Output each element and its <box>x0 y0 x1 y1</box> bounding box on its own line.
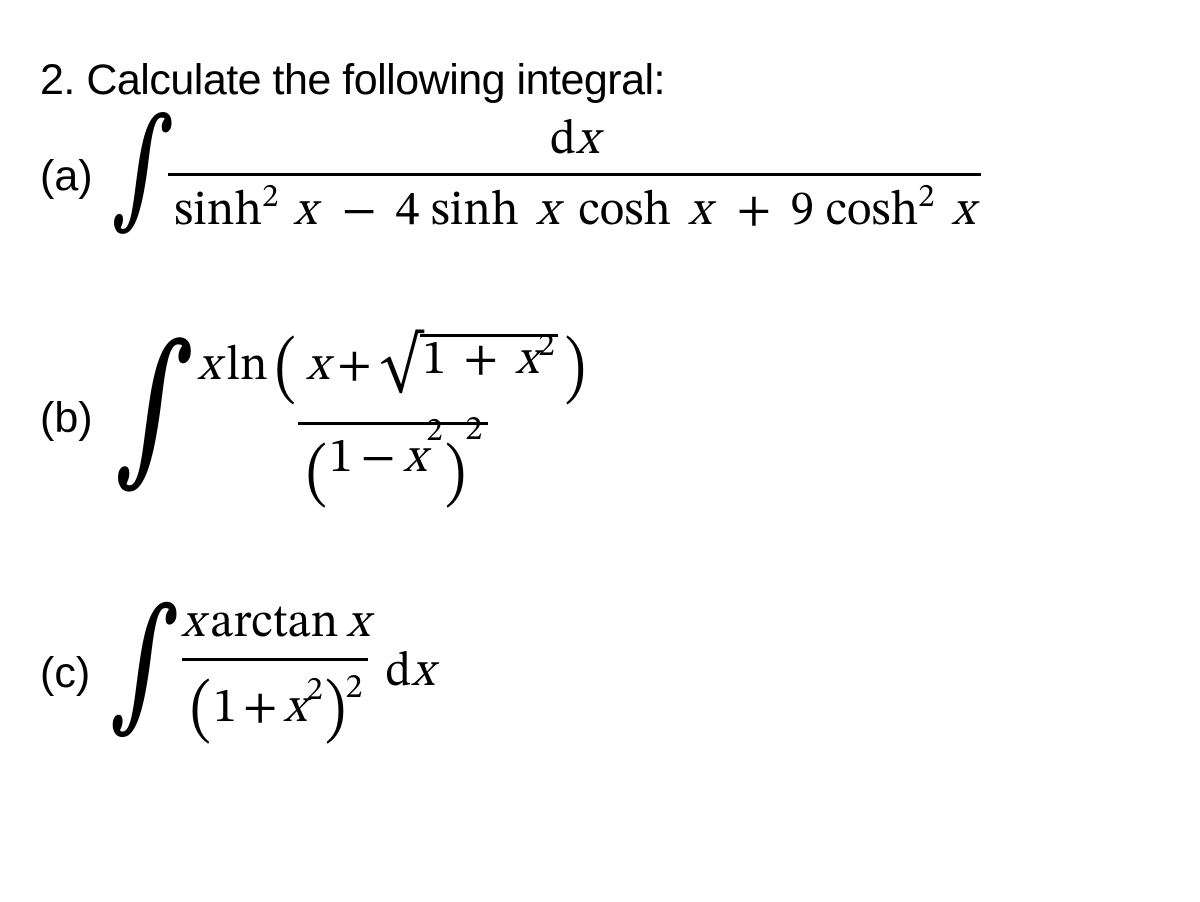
question-prompt: 2. Calculate the following integral: <box>40 56 1160 105</box>
part-c-expr: ∫ x arctan x ( 1 + x2 ) 2 dx <box>96 594 434 752</box>
plus: + <box>463 337 498 385</box>
ln: ln <box>226 337 267 397</box>
one: 1 <box>213 679 237 739</box>
x-var: x <box>576 117 599 165</box>
x: x <box>294 188 317 236</box>
plus: + <box>243 679 278 739</box>
rparen-icon: ) <box>444 433 465 520</box>
denominator-a: sinh2 x − 4 sinh x cosh x + 9 cosh2 x <box>168 173 981 242</box>
part-c: (c) ∫ x arctan x ( 1 + x2 ) 2 dx <box>40 594 1160 752</box>
question-number: 2. <box>40 56 75 104</box>
x: x <box>306 337 329 397</box>
d: d <box>550 117 576 165</box>
sq: 2 <box>538 330 554 363</box>
arctan: arctan <box>210 594 338 654</box>
x: x <box>346 594 369 654</box>
sqrt: √ 1 + x2 <box>380 334 559 401</box>
x: x <box>952 188 975 236</box>
lparen-icon: ( <box>190 669 211 756</box>
one: 1 <box>422 337 446 385</box>
plus: + <box>737 188 772 236</box>
plus: + <box>337 337 372 397</box>
part-a: (a) ∫ dx sinh2 x − 4 sinh x cosh x + 9 c… <box>40 111 1160 242</box>
dx: dx <box>385 643 434 703</box>
sq: 2 <box>426 411 442 452</box>
denominator-b: ( 1 − x2 ) 2 <box>298 422 488 516</box>
lparen-icon: ( <box>306 433 327 520</box>
x: x <box>411 649 434 697</box>
spacer <box>40 242 1160 320</box>
part-b: (b) ∫ x ln ( x + √ 1 + x2 <box>40 320 1160 516</box>
x: x <box>688 188 711 236</box>
x: x <box>283 679 306 739</box>
x: x <box>181 594 204 654</box>
part-a-label: (a) <box>40 152 93 201</box>
part-c-label: (c) <box>40 649 90 698</box>
numerator-a: dx <box>544 111 605 173</box>
rparen-icon: ) <box>565 324 586 418</box>
fraction-b: x ln ( x + √ 1 + x2 ) <box>191 320 595 516</box>
fraction-c: x arctan x ( 1 + x2 ) 2 <box>175 594 375 752</box>
integral-sign-icon: ∫ <box>114 357 194 470</box>
question-text: Calculate the following integral: <box>86 56 665 104</box>
minus: − <box>361 429 396 489</box>
part-a-expr: ∫ dx sinh2 x − 4 sinh x cosh x + 9 cosh2… <box>99 111 981 242</box>
integral-sign-icon: ∫ <box>111 128 174 218</box>
sq: 2 <box>918 181 934 214</box>
minus: − <box>342 188 377 236</box>
spacer <box>40 516 1160 594</box>
radicand: 1 + x2 <box>420 334 558 385</box>
sinh: sinh <box>174 188 262 236</box>
sq-outer: 2 <box>465 410 482 453</box>
x: x <box>403 429 426 489</box>
fraction-a: dx sinh2 x − 4 sinh x cosh x + 9 cosh2 x <box>168 111 981 242</box>
sq: 2 <box>306 670 322 711</box>
part-b-label: (b) <box>40 394 93 443</box>
denominator-c: ( 1 + x2 ) 2 <box>182 658 368 752</box>
rparen-icon: ) <box>324 669 345 756</box>
numerator-b: x ln ( x + √ 1 + x2 ) <box>191 320 595 422</box>
page: 2. Calculate the following integral: (a)… <box>0 0 1200 792</box>
numerator-c: x arctan x <box>175 594 375 658</box>
nine-cosh: 9 cosh <box>790 188 918 236</box>
lparen-icon: ( <box>274 324 295 418</box>
radical-icon: √ <box>380 332 423 399</box>
d: d <box>385 649 411 697</box>
x: x <box>515 337 538 385</box>
sq-outer: 2 <box>345 668 362 711</box>
integral-sign-icon: ∫ <box>110 619 180 718</box>
part-b-expr: ∫ x ln ( x + √ 1 + x2 <box>99 320 595 516</box>
one: 1 <box>329 429 353 489</box>
four-sinh: 4 sinh <box>396 188 519 236</box>
sq: 2 <box>262 181 278 214</box>
x: x <box>536 188 559 236</box>
x: x <box>197 337 220 397</box>
cosh: cosh <box>578 188 671 236</box>
